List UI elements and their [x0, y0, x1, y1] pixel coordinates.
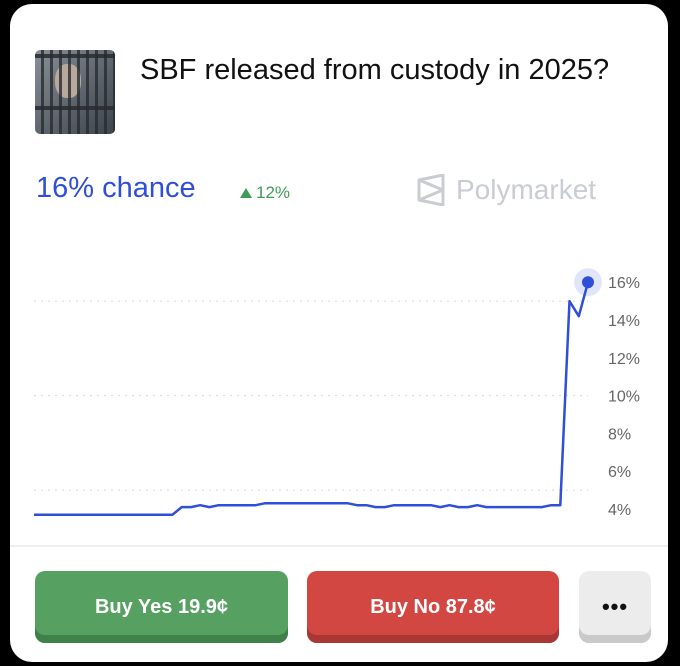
change-value: 12%	[256, 183, 291, 202]
market-thumbnail-image	[35, 50, 115, 134]
polymarket-icon	[417, 174, 445, 206]
y-tick-label: 10%	[608, 389, 640, 406]
price-line	[34, 281, 590, 516]
y-tick-label: 4%	[608, 502, 631, 519]
chance-value: 16% chance	[36, 172, 196, 204]
current-point	[582, 276, 594, 289]
y-tick-label: 8%	[608, 426, 631, 443]
triangle-up-icon	[240, 188, 252, 198]
buy-no-button[interactable]: Buy No 87.8¢	[307, 571, 559, 643]
market-title[interactable]: SBF released from custody in 2025?	[140, 54, 610, 86]
market-card: SBF released from custody in 2025? 16% c…	[10, 4, 668, 662]
buy-yes-button[interactable]: Buy Yes 19.9¢	[35, 571, 288, 643]
brand-name: Polymarket	[456, 174, 597, 205]
polymarket-logo[interactable]: Polymarket	[416, 174, 596, 206]
change-badge: 12%	[240, 183, 290, 203]
y-tick-label: 16%	[608, 275, 640, 292]
more-options-button[interactable]: •••	[579, 571, 651, 643]
y-tick-label: 12%	[608, 351, 640, 368]
y-tick-label: 6%	[608, 464, 631, 481]
price-chart: 16% 14% 12% 10% 8% 6% 4%	[34, 268, 640, 519]
divider	[10, 545, 668, 547]
y-tick-label: 14%	[608, 313, 640, 330]
